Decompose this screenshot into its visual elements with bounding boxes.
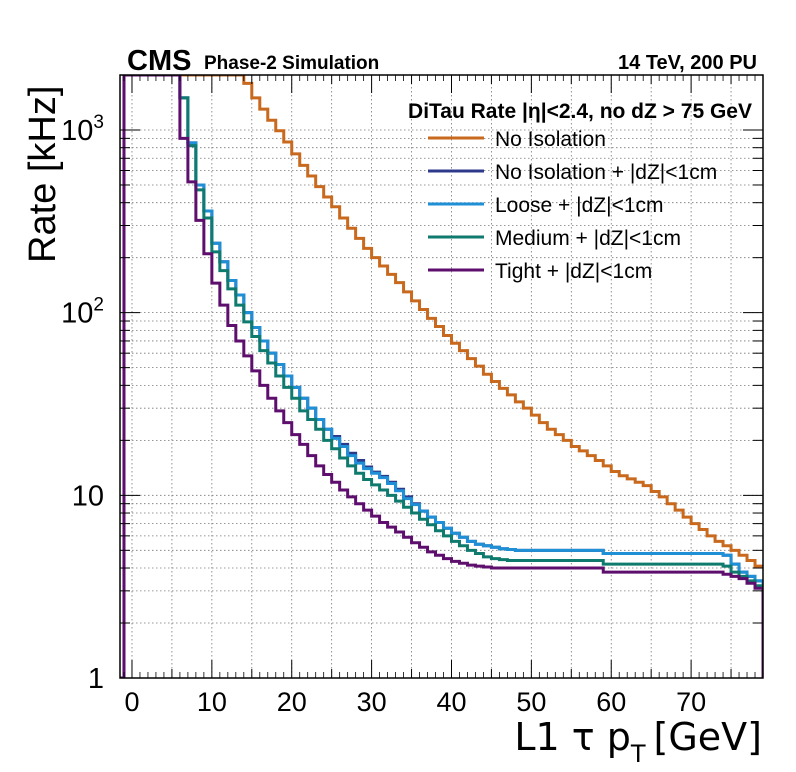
x-tick-label: 20	[277, 687, 307, 717]
y-tick-label: 10	[72, 480, 104, 512]
legend-label: Loose + |dZ|<1cm	[495, 194, 664, 217]
series-line-1	[120, 75, 763, 678]
cms-label: CMS	[127, 45, 191, 77]
series-line-5	[120, 75, 763, 678]
energy-pileup-label: 14 TeV, 200 PU	[618, 52, 757, 74]
legend-label: No Isolation	[495, 128, 606, 151]
x-tick-label: 70	[676, 687, 706, 717]
x-tick-label: 30	[357, 687, 387, 717]
y-tick-label: 103	[61, 112, 104, 147]
x-tick-label: 60	[596, 687, 626, 717]
legend: No Isolation No Isolation + |dZ|<1cm Loose…	[428, 128, 717, 283]
legend-label: No Isolation + |dZ|<1cm	[495, 161, 717, 184]
y-axis-label: Rate [kHz]	[22, 86, 64, 263]
chart-title: DiTau Rate |η|<2.4, no dZ > 75 GeV	[408, 100, 752, 123]
x-tick-label: 0	[124, 687, 139, 717]
legend-label: Tight + |dZ|<1cm	[495, 260, 652, 283]
y-tick-label: 1	[88, 663, 104, 695]
x-axis-label: L1 τ pT [GeV]	[514, 715, 762, 768]
simulation-label: Phase-2 Simulation	[204, 53, 379, 74]
y-tick-label: 102	[61, 295, 104, 330]
series-line-4	[120, 75, 763, 678]
x-tick-label: 10	[197, 687, 227, 717]
x-tick-label: 50	[516, 687, 546, 717]
axis-ticks: 0 10 20 30 40 50 60 70 1 10 102 103	[61, 74, 764, 717]
x-tick-label: 40	[436, 687, 466, 717]
plot-frame	[119, 74, 764, 679]
series-lines	[120, 75, 763, 678]
legend-label: Medium + |dZ|<1cm	[495, 227, 681, 250]
